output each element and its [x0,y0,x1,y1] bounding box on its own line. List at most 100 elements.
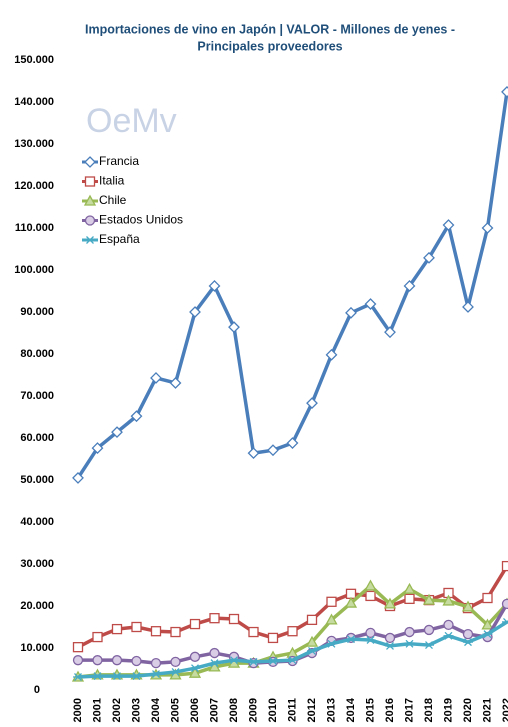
y-tick-label: 150.000 [14,54,54,66]
marker [482,630,493,639]
marker [73,673,83,681]
marker [267,444,279,457]
marker [248,657,259,666]
marker [365,627,376,639]
marker [305,635,319,647]
marker [190,664,200,673]
marker [481,222,494,234]
x-tick-label: 2020 [462,698,474,722]
marker [91,442,104,454]
legend-marker [84,215,96,226]
x-tick-label: 2014 [345,697,357,722]
marker [404,593,415,605]
marker [150,372,162,384]
x-tick-label: 2017 [403,698,415,722]
marker [189,618,201,630]
marker [424,641,434,650]
y-tick-label: 90.000 [20,306,54,318]
marker [111,655,123,666]
marker [422,593,436,605]
legend-label: Francia [99,154,139,168]
marker [188,666,202,678]
marker [501,560,508,572]
x-tick-label: 2001 [91,698,103,722]
marker [385,641,395,650]
marker [247,447,260,460]
y-tick-label: 50.000 [20,474,54,486]
marker [209,659,220,668]
x-tick-label: 2022 [501,698,508,722]
legend-marker [84,176,96,187]
legend-label: Estados Unidos [99,213,183,227]
marker [326,639,337,648]
y-tick-label: 100.000 [14,264,54,276]
y-tick-label: 30.000 [20,558,54,570]
marker [170,667,181,676]
marker [423,624,435,636]
x-tick-label: 2016 [384,698,396,722]
marker [442,219,455,231]
marker [423,251,435,264]
x-tick-label: 2012 [306,698,318,722]
x-tick-label: 2003 [130,698,142,722]
marker [267,632,279,644]
marker [112,672,122,681]
marker [501,598,508,610]
marker [92,672,103,681]
marker [403,280,416,292]
marker [228,321,240,334]
x-tick-label: 2007 [208,698,220,722]
y-tick-label: 70.000 [20,390,54,402]
marker [325,613,338,625]
marker [461,600,475,612]
marker [345,306,357,319]
marker [365,636,376,644]
marker [443,619,454,631]
marker [130,410,143,423]
legend-marker [83,194,97,206]
marker [150,657,162,669]
marker [111,623,123,635]
marker [481,618,494,630]
marker [501,86,508,98]
chart-subtitle: Principales proveedores [197,39,342,53]
marker [189,306,201,318]
marker [463,638,473,647]
y-tick-label: 80.000 [20,348,54,360]
marker [383,597,397,609]
marker [344,596,358,608]
x-tick-label: 2011 [286,698,298,722]
marker [72,471,84,484]
marker [306,397,318,410]
y-tick-label: 130.000 [14,138,54,150]
marker [306,614,318,626]
marker [189,651,201,662]
marker [364,579,377,591]
marker [346,635,356,644]
y-tick-label: 120.000 [14,180,54,192]
x-tick-label: 2006 [189,698,201,722]
marker [364,298,377,310]
x-tick-label: 2010 [267,698,279,722]
marker [442,594,455,606]
x-tick-label: 2021 [481,698,493,722]
x-tick-label: 2013 [325,698,337,722]
marker [150,626,162,637]
marker [229,656,239,665]
y-tick-label: 40.000 [20,516,54,528]
y-tick-label: 0 [34,684,40,696]
x-tick-label: 2015 [364,698,376,722]
marker [326,596,337,607]
y-tick-label: 60.000 [20,432,54,444]
marker [287,626,298,637]
marker [365,590,376,602]
marker [403,582,416,594]
marker [92,655,103,666]
marker [462,301,474,313]
marker [169,377,182,389]
marker [72,655,84,666]
x-tick-label: 2018 [423,698,435,722]
y-tick-label: 10.000 [20,642,54,654]
marker [151,670,161,678]
